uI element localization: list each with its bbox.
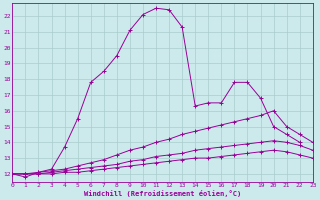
X-axis label: Windchill (Refroidissement éolien,°C): Windchill (Refroidissement éolien,°C) bbox=[84, 190, 241, 197]
